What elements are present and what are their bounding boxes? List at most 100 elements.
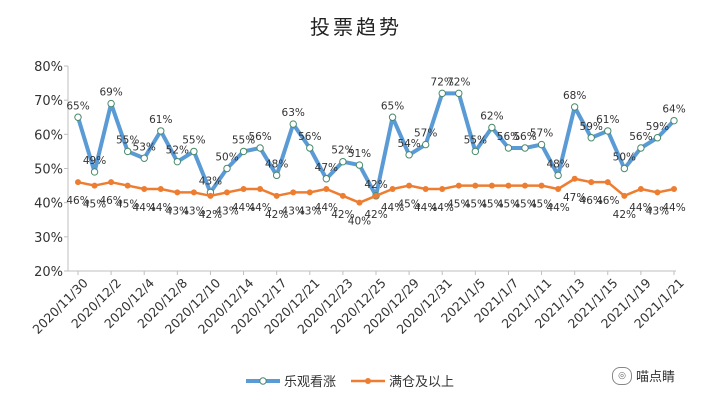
series-1-point: [74, 113, 82, 121]
data-label: 47%: [315, 162, 338, 174]
series-2-point: [339, 192, 346, 199]
series-1-point: [604, 127, 612, 135]
data-label: 57%: [414, 128, 437, 140]
data-label: 45%: [116, 199, 139, 211]
data-label: 56%: [497, 131, 520, 143]
data-label: 45%: [447, 199, 470, 211]
watermark: ◎ 喵点睛: [612, 366, 675, 385]
data-label: 49%: [83, 155, 106, 167]
data-label: 61%: [149, 114, 172, 126]
series-2-point: [555, 186, 562, 192]
data-label: 46%: [99, 195, 122, 207]
data-label: 59%: [580, 121, 603, 133]
series-2-point: [157, 186, 164, 192]
data-label: 44%: [248, 202, 271, 214]
data-label: 55%: [464, 134, 487, 146]
data-label: 62%: [480, 111, 503, 123]
series-2-point: [306, 189, 313, 196]
series-1-point: [157, 127, 165, 135]
data-label: 56%: [629, 131, 652, 143]
data-label: 44%: [232, 202, 255, 214]
data-label: 65%: [381, 100, 404, 112]
data-label: 44%: [431, 202, 454, 214]
series-1-point: [554, 171, 562, 180]
series-1-point: [272, 171, 281, 180]
legend-label: 满仓及以上: [389, 375, 454, 390]
series-2-point: [356, 199, 363, 206]
data-label: 55%: [116, 134, 139, 146]
series-1-point: [653, 134, 662, 142]
series-2-point: [538, 182, 545, 189]
series-1-point: [289, 120, 297, 128]
data-label: 65%: [66, 100, 89, 112]
series-1-point: [570, 103, 579, 111]
series-2-point: [671, 186, 677, 192]
series-1-point: [256, 144, 264, 152]
series-2-point: [439, 186, 446, 192]
data-label: 45%: [530, 199, 553, 211]
data-label: 46%: [66, 195, 89, 207]
data-label: 45%: [480, 199, 503, 211]
series-1-point: [355, 161, 364, 169]
data-label: 44%: [133, 202, 156, 214]
series-1-point: [339, 157, 347, 166]
data-label: 61%: [596, 114, 619, 126]
y-tick-label: 50%: [34, 163, 63, 178]
legend-marker: [365, 378, 371, 384]
series-1-point: [537, 140, 546, 149]
data-label: 44%: [414, 202, 437, 214]
data-label: 51%: [348, 148, 371, 160]
data-label: 42%: [613, 209, 636, 221]
series-2-point: [108, 179, 115, 186]
data-label: 44%: [662, 202, 685, 214]
y-tick-label: 30%: [34, 231, 63, 246]
series-2-point: [240, 186, 247, 192]
data-label: 42%: [199, 209, 222, 221]
series-1-point: [388, 113, 397, 121]
series-1-point: [405, 151, 413, 159]
data-label: 56%: [513, 131, 536, 143]
series-2-point: [488, 182, 495, 189]
series-1-point: [140, 154, 148, 162]
series-1-point: [421, 140, 430, 149]
data-label: 42%: [265, 209, 288, 221]
series-2-point: [373, 192, 379, 199]
series-2-point: [141, 186, 148, 192]
series-2-point: [472, 182, 479, 189]
data-label: 53%: [133, 141, 156, 153]
series-1-point: [438, 89, 446, 98]
data-label: 42%: [331, 209, 354, 221]
series-2-point: [571, 175, 578, 182]
data-label: 43%: [298, 205, 321, 217]
data-label: 44%: [149, 202, 172, 214]
series-1-point: [670, 116, 678, 125]
series-1-point: [190, 147, 198, 156]
data-label: 43%: [215, 205, 238, 217]
series-1-point: [455, 89, 463, 98]
data-label: 52%: [166, 145, 189, 157]
data-label: 69%: [99, 87, 122, 99]
data-label: 55%: [232, 134, 255, 146]
data-label: 59%: [646, 121, 669, 133]
series-2-point: [91, 182, 98, 189]
data-label: 45%: [397, 199, 420, 211]
data-label: 43%: [646, 205, 669, 217]
series-1-point: [322, 175, 331, 183]
data-label: 50%: [215, 152, 238, 164]
data-label: 45%: [497, 199, 520, 211]
y-tick-label: 70%: [34, 94, 63, 109]
series-2-point: [455, 182, 462, 189]
series-2-point: [174, 189, 181, 196]
series-1-point: [488, 123, 496, 132]
data-label: 44%: [629, 202, 652, 214]
data-label: 48%: [546, 158, 569, 170]
data-label: 48%: [265, 158, 288, 170]
series-2-point: [124, 182, 131, 189]
series-2-point: [654, 189, 661, 196]
series-1-point: [239, 147, 248, 156]
series-1-point: [504, 144, 513, 152]
data-label: 43%: [182, 205, 205, 217]
y-tick-label: 60%: [34, 128, 63, 143]
y-tick-label: 80%: [34, 60, 63, 75]
